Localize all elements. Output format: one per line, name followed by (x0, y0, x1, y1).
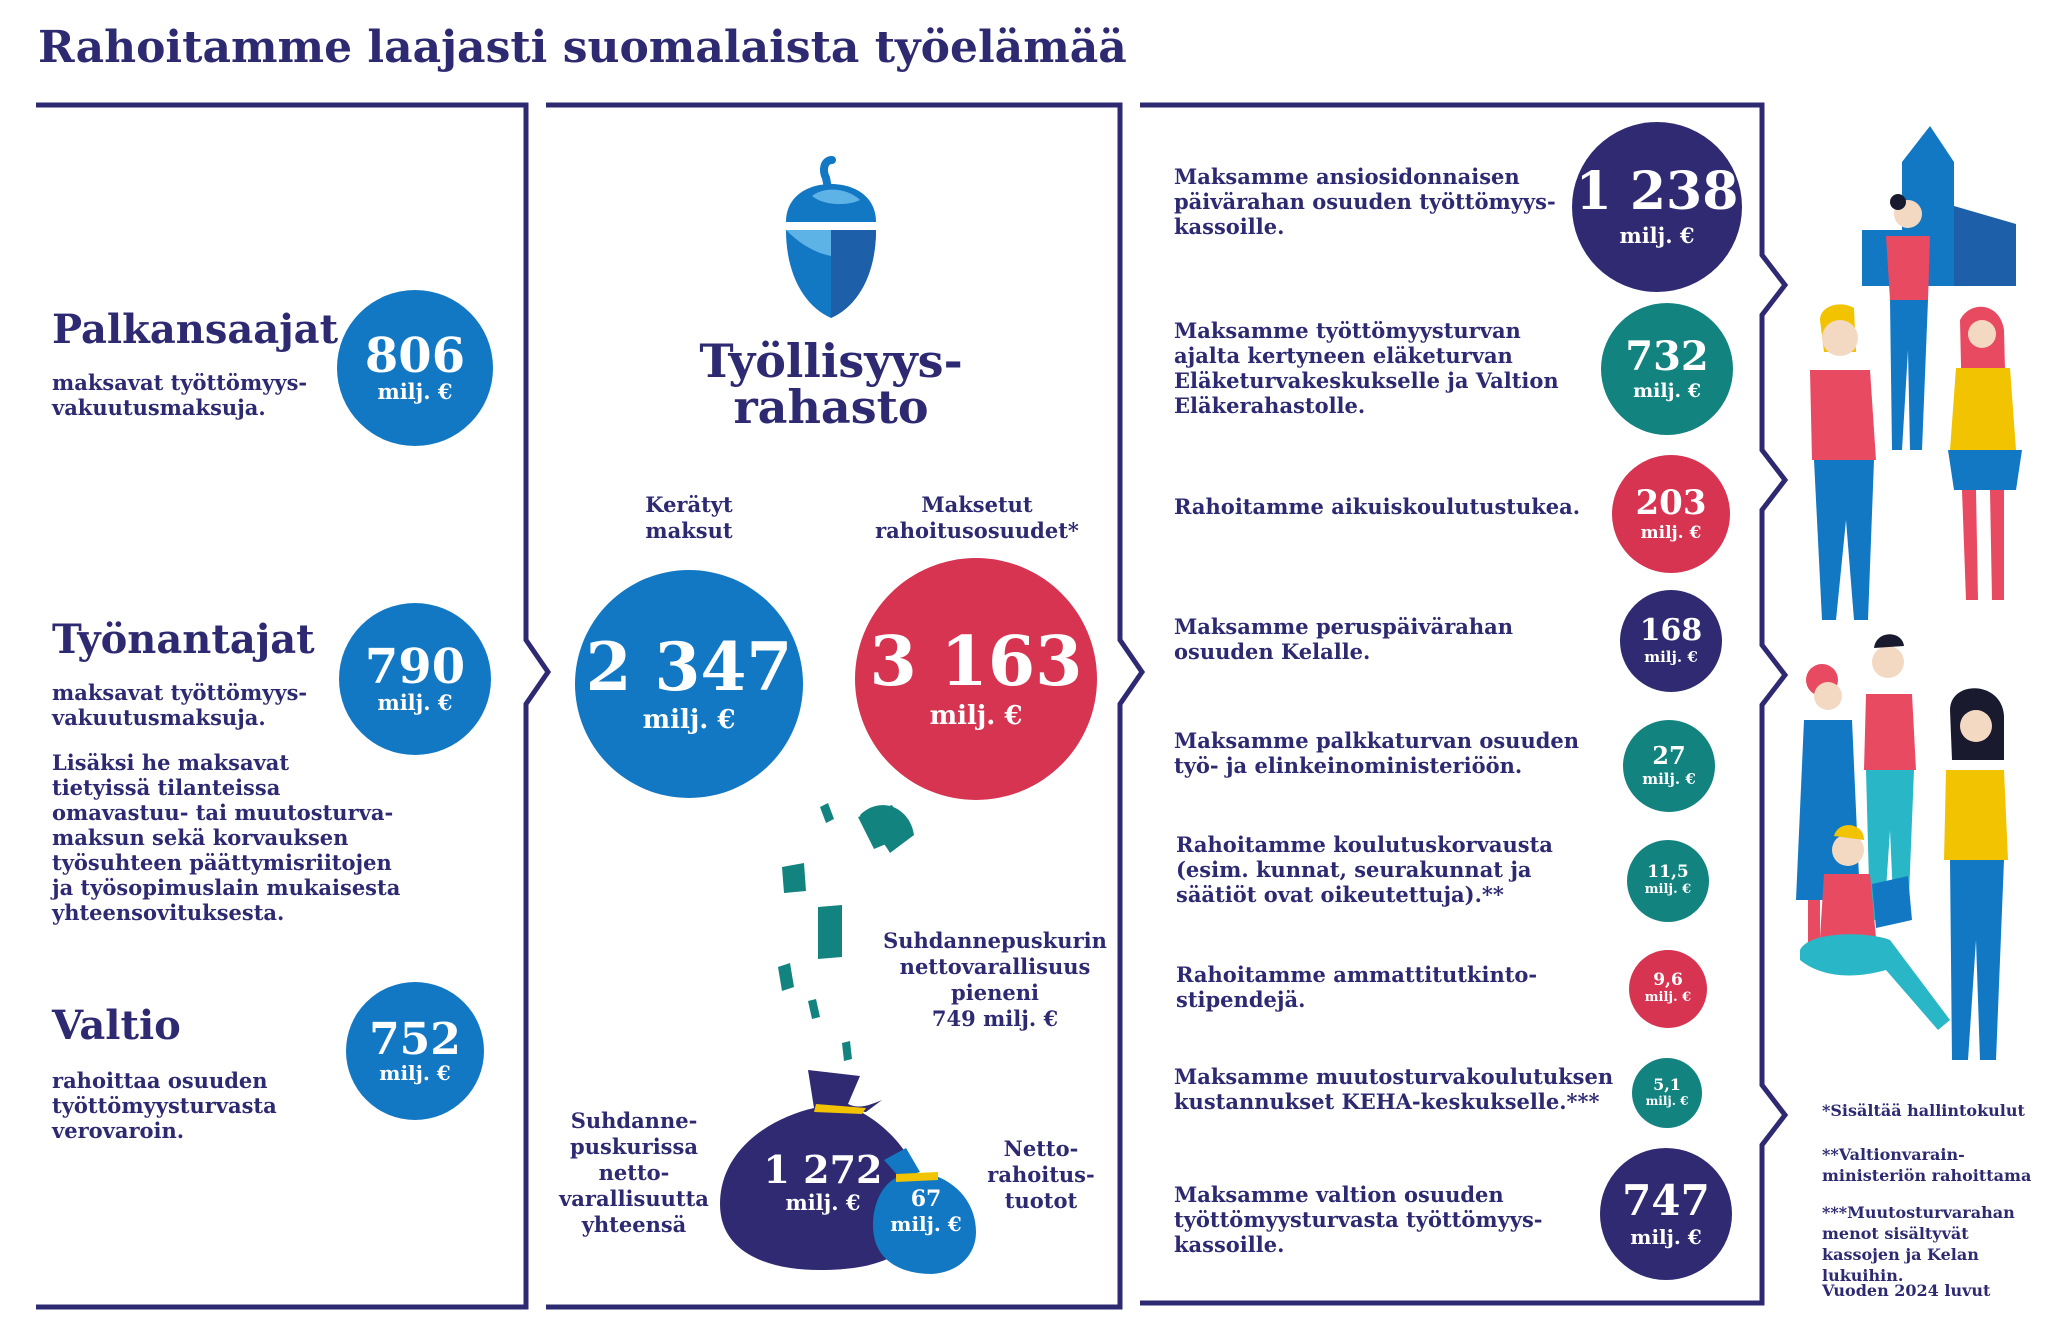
payer-unit: milj. € (377, 690, 453, 716)
payout-value: 203 (1635, 482, 1707, 523)
collected-unit: milj. € (642, 704, 736, 735)
payout-value: 11,5 (1647, 862, 1689, 883)
payout-unit: milj. € (1645, 1094, 1689, 1109)
payout-text-3: Rahoitamme aikuiskoulutustukea. (1174, 494, 1581, 519)
net-income-label: Netto- rahoitus- tuotot (987, 1136, 1095, 1213)
footnote-1: *Sisältää hallintokulut (1822, 1101, 2025, 1120)
buildings-icon (1862, 126, 2016, 286)
payout-unit: milj. € (1633, 379, 1701, 402)
payer-desc-employees: maksavat työttömyys- vakuutusmaksuja. (52, 370, 308, 420)
payout-circle-8: 5,1 milj. € (1632, 1058, 1702, 1128)
payout-unit: milj. € (1644, 882, 1692, 898)
footnote-3: ***Muutosturvarahan menot sisältyvät kas… (1822, 1203, 2015, 1285)
fund-name: Työllisyys- rahasto (699, 334, 963, 434)
payer-desc-state: rahoittaa osuuden työttömyysturvasta ver… (52, 1068, 277, 1143)
payout-value: 27 (1652, 741, 1686, 771)
payout-circle-4: 168 milj. € (1620, 590, 1722, 692)
payout-circle-3: 203 milj. € (1612, 455, 1730, 573)
payer-circle-employers: 790 milj. € (339, 603, 491, 755)
payer-heading-state: Valtio (52, 1002, 181, 1049)
net-income-badge: 67 milj. € (876, 1186, 976, 1236)
payout-unit: milj. € (1640, 522, 1702, 543)
payer-unit: milj. € (379, 1061, 451, 1085)
person-icon (1948, 306, 2022, 600)
net-income-value: 67 (910, 1186, 942, 1212)
payer-circle-employees: 806 milj. € (337, 290, 493, 446)
collected-label: Kerätyt maksut (645, 492, 733, 543)
acorn-logo-icon (786, 156, 876, 318)
footnote-year: Vuoden 2024 luvut (1822, 1281, 1991, 1300)
footnote-2: **Valtionvarain- ministeriön rahoittama (1822, 1145, 2032, 1185)
payout-unit: milj. € (1644, 648, 1698, 667)
net-income-unit: milj. € (890, 1212, 962, 1236)
payout-circle-6: 11,5 milj. € (1627, 840, 1709, 922)
payer-circle-state: 752 milj. € (346, 982, 484, 1120)
buffer-total-value: 1 272 (763, 1147, 883, 1192)
payer-unit: milj. € (377, 379, 453, 405)
payout-value: 732 (1625, 332, 1709, 380)
payout-text-2: Maksamme työttömyysturvan ajalta kertyne… (1174, 318, 1559, 418)
collected-value: 2 347 (585, 627, 793, 706)
payer-value: 752 (369, 1014, 461, 1065)
right-panel-frame (1140, 102, 1789, 1306)
payout-circle-1: 1 238 milj. € (1572, 122, 1742, 292)
payout-value: 5,1 (1653, 1075, 1681, 1095)
buffer-change-text: Suhdannepuskurin nettovarallisuus pienen… (883, 928, 1107, 1031)
payer-desc-employers: maksavat työttömyys- vakuutusmaksuja. (52, 680, 308, 730)
payout-text-6: Rahoitamme koulutuskorvausta (esim. kunn… (1176, 832, 1553, 907)
center-panel-frame (546, 102, 1146, 1310)
money-bags-icon (720, 1070, 976, 1274)
payout-text-1: Maksamme ansiosidonnaisen päivärahan osu… (1174, 164, 1556, 239)
buffer-total-label: Suhdanne- puskurissa netto- varallisuutt… (559, 1108, 709, 1237)
payout-circle-5: 27 milj. € (1623, 720, 1715, 812)
payer-heading-employers: Työnantajat (52, 616, 315, 663)
payout-value: 747 (1622, 1176, 1710, 1225)
payout-text-4: Maksamme peruspäivärahan osuuden Kelalle… (1174, 614, 1514, 664)
person-icon (1800, 825, 1950, 1030)
payer-extra-employers: Lisäksi he maksavat tietyissä tilanteiss… (52, 750, 401, 925)
payout-value: 168 (1639, 613, 1703, 649)
payout-unit: milj. € (1619, 223, 1695, 249)
payout-circle-2: 732 milj. € (1601, 303, 1733, 435)
person-icon (1944, 688, 2008, 1060)
falling-money-icon (778, 803, 914, 1061)
person-icon (1886, 194, 1930, 450)
person-icon (1810, 304, 1876, 620)
payout-value: 9,6 (1653, 970, 1683, 991)
payer-value: 806 (364, 328, 466, 385)
paid-value: 3 163 (869, 621, 1083, 702)
paid-label: Maksetut rahoitusosuudet* (875, 492, 1079, 543)
payout-unit: milj. € (1630, 1225, 1702, 1249)
payer-heading-employees: Palkansaajat (52, 306, 339, 353)
payout-value: 1 238 (1575, 161, 1739, 223)
payout-circle-7: 9,6 milj. € (1629, 950, 1707, 1028)
payout-unit: milj. € (1644, 990, 1692, 1006)
payout-text-5: Maksamme palkkaturvan osuuden työ- ja el… (1174, 728, 1580, 778)
buffer-total-unit: milj. € (785, 1190, 861, 1215)
payout-text-9: Maksamme valtion osuuden työttömyysturva… (1174, 1182, 1543, 1257)
paid-circle: 3 163 milj. € (855, 558, 1097, 800)
payout-text-8: Maksamme muutosturvakoulutuksen kustannu… (1174, 1064, 1614, 1114)
left-panel-frame (36, 102, 552, 1310)
payout-unit: milj. € (1642, 770, 1696, 789)
collected-circle: 2 347 milj. € (575, 570, 803, 798)
paid-unit: milj. € (929, 700, 1023, 731)
payout-text-7: Rahoitamme ammattitutkinto- stipendejä. (1176, 962, 1538, 1012)
buffer-total-badge: 1 272 milj. € (758, 1147, 888, 1216)
people-illustration (1796, 126, 2022, 1060)
payout-circle-9: 747 milj. € (1600, 1148, 1732, 1280)
page-title: Rahoitamme laajasti suomalaista työelämä… (38, 22, 1127, 73)
person-icon (1864, 634, 1916, 920)
payer-value: 790 (364, 639, 466, 696)
